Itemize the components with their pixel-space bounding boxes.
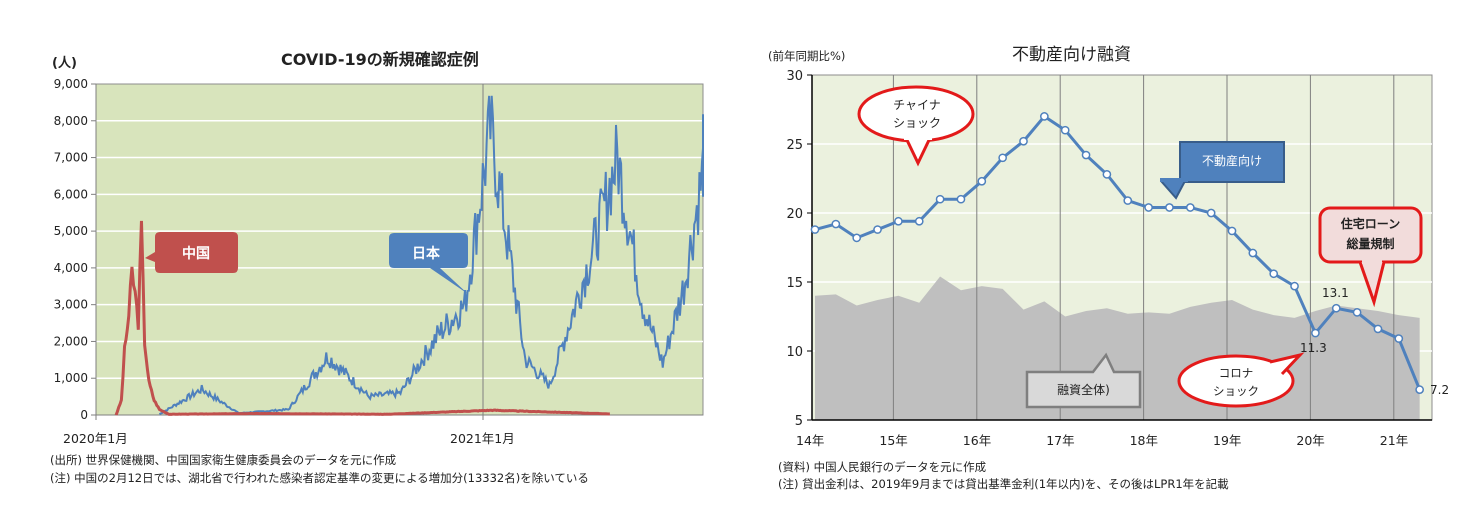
right-x-tick: 19年 (1213, 433, 1242, 448)
japan-callout (389, 233, 468, 294)
svg-text:1,000: 1,000 (54, 371, 88, 385)
svg-text:20: 20 (786, 207, 803, 222)
left-gridlines (96, 120, 703, 379)
right-x-tick: 20年 (1296, 433, 1325, 448)
right-x-tick: 21年 (1379, 433, 1409, 448)
china-series-line (114, 220, 610, 416)
svg-text:2,000: 2,000 (54, 334, 88, 348)
total-loans-callout (1025, 352, 1142, 409)
left-footnote: (注) 中国の2月12日では、湖北省で行われた感染者認定基準の変更による増加分(… (50, 471, 589, 485)
left-chart-title: COVID-19の新規確認症例 (281, 50, 479, 69)
svg-text:5: 5 (795, 414, 803, 429)
left-y-unit: (人) (52, 56, 77, 71)
housing-loan-callout (1318, 206, 1423, 308)
data-label-high: 13.1 (1322, 286, 1349, 300)
svg-text:25: 25 (786, 138, 803, 153)
svg-text:7,000: 7,000 (54, 151, 88, 165)
left-x-tick-2020: 2020年1月 (63, 431, 128, 446)
right-x-tick: 16年 (962, 433, 992, 448)
right-x-tick: 18年 (1129, 433, 1158, 448)
covid-plot: 9,000 8,000 7,000 6,000 5,000 4,000 3,000 2,000… (54, 77, 704, 422)
left-y-axis: 9,000 8,000 7,000 6,000 5,000 4,000 3,000 2,000… (54, 77, 703, 422)
right-x-tick: 15年 (879, 433, 908, 448)
svg-text:9,000: 9,000 (54, 77, 88, 91)
housing-loan-callout-label: 住宅ローン 総量規制 (1340, 217, 1401, 251)
china-shock-callout (857, 85, 975, 167)
data-label-last: 7.2 (1430, 383, 1450, 397)
real-estate-loan-chart-panel: (前年同期比%) 不動産向け融資 30 25 20 15 10 5 (740, 0, 1482, 530)
left-source-note: (出所) 世界保健機関、中国国家衛生健康委員会のデータを元に作成 (50, 453, 397, 467)
japan-callout-label: 日本 (412, 246, 440, 262)
right-x-tick: 17年 (1046, 433, 1075, 448)
svg-text:3,000: 3,000 (54, 298, 88, 312)
svg-text:0: 0 (80, 408, 88, 422)
right-y-unit: (前年同期比%) (768, 49, 846, 63)
right-source-note: (資料) 中国人民銀行のデータを元に作成 (778, 460, 987, 474)
svg-text:15: 15 (786, 276, 803, 291)
real-estate-markers (810, 112, 1425, 394)
left-x-tick-2021: 2021年1月 (450, 431, 515, 446)
svg-text:8,000: 8,000 (54, 114, 88, 128)
real-estate-plot: 30 25 20 15 10 5 (786, 69, 1433, 429)
real-estate-callout-label: 不動産向け (1201, 154, 1262, 168)
right-footnote: (注) 貸出金利は、2019年9月までは貸出基準金利(1年以内)を、その後はLP… (778, 477, 1229, 491)
svg-text:10: 10 (786, 345, 803, 360)
total-loans-label: 融資全体) (1057, 383, 1110, 397)
right-chart-title: 不動産向け融資 (1012, 45, 1131, 65)
covid-shock-label: コロナ ショック (1213, 366, 1259, 398)
covid-chart-panel: (人) COVID-19の新規確認症例 9,000 8,000 7,000 6,000… (0, 0, 730, 530)
svg-text:4,000: 4,000 (54, 261, 88, 275)
svg-text:5,000: 5,000 (54, 224, 88, 238)
svg-text:6,000: 6,000 (54, 187, 88, 201)
china-shock-label: チャイナ ショック (892, 98, 941, 130)
china-callout-label: 中国 (182, 246, 210, 262)
svg-text:30: 30 (786, 69, 803, 84)
real-estate-callout (1160, 141, 1285, 200)
right-y-axis: 30 25 20 15 10 5 (786, 69, 812, 429)
china-callout (145, 232, 238, 273)
right-x-tick: 14年 (796, 433, 825, 448)
covid-shock-callout (1177, 352, 1305, 408)
data-label-low: 11.3 (1300, 341, 1327, 355)
